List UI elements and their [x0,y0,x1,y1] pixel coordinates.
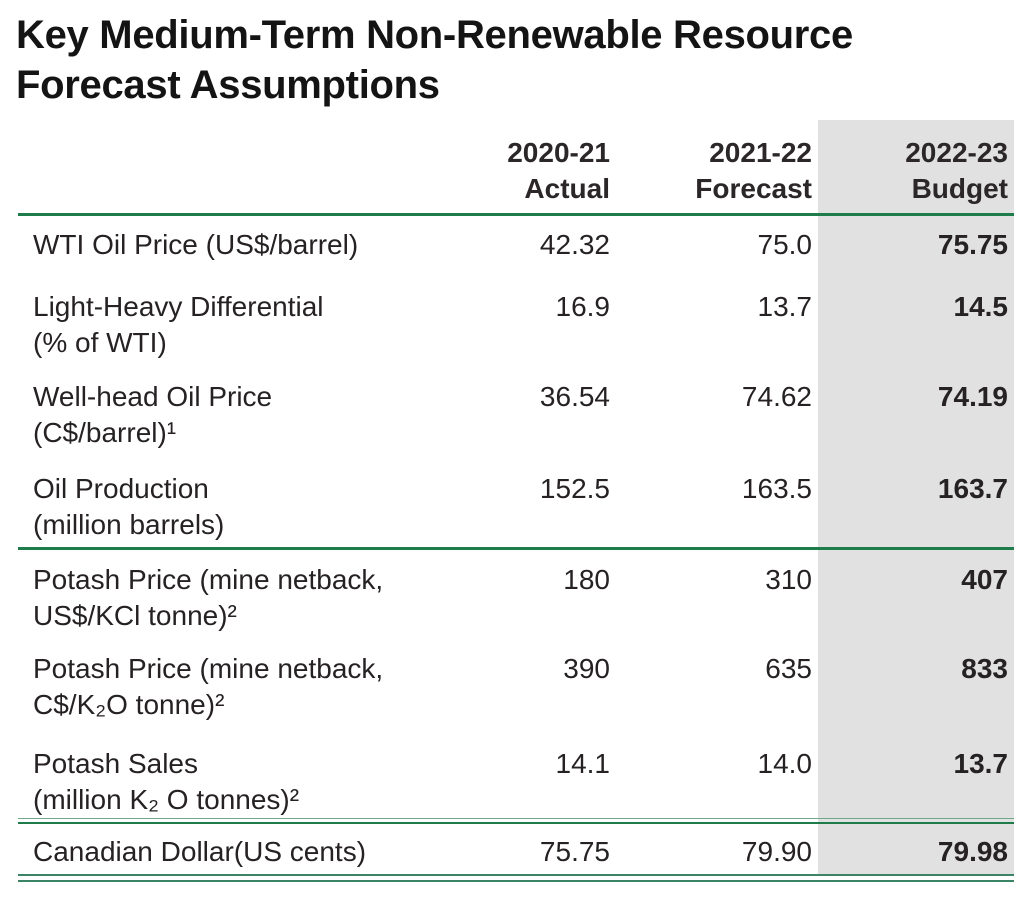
forecast-assumptions-table: 2020-21 Actual 2021-22 Forecast 2022-23 … [18,120,1014,882]
value-forecast: 79.90 [741,836,812,867]
header-year: 2022-23 [905,137,1008,168]
page-title-line-1: Key Medium-Term Non-Renewable Resource [16,13,853,57]
value-forecast: 163.5 [741,473,812,504]
header-label: Forecast [695,173,812,204]
value-budget: 14.5 [953,291,1009,322]
header-2022-23-budget: 2022-23 Budget [812,135,1014,207]
value-budget: 74.19 [937,381,1008,412]
row-wti-oil-price: WTI Oil Price (US$/barrel) 42.32 75.0 75… [18,216,1014,276]
header-label: Actual [524,173,610,204]
value-actual: 14.1 [555,748,611,779]
page-title: Key Medium-Term Non-Renewable Resource F… [16,10,996,110]
row-canadian-dollar: Canadian Dollar(US cents) 75.75 79.90 79… [18,824,1014,874]
header-2020-21-actual: 2020-21 Actual [412,135,610,207]
value-actual: 152.5 [539,473,610,504]
value-actual: 36.54 [539,381,610,412]
row-label: Well-head Oil Price (C$/barrel)¹ [33,381,273,448]
header-2021-22-forecast: 2021-22 Forecast [610,135,812,207]
row-potash-price-cad: Potash Price (mine netback, C$/K₂O tonne… [18,640,1014,734]
value-forecast: 13.7 [757,291,813,322]
row-label: WTI Oil Price (US$/barrel) [33,229,359,260]
value-forecast: 635 [765,653,812,684]
header-label: Budget [911,173,1008,204]
value-budget: 13.7 [953,748,1009,779]
value-actual: 42.32 [539,229,610,260]
value-budget: 75.75 [937,229,1008,260]
value-budget: 79.98 [937,836,1008,867]
value-forecast: 14.0 [757,748,813,779]
value-actual: 16.9 [555,291,611,322]
row-label: Potash Price (mine netback, C$/K₂O tonne… [33,653,384,720]
page-title-line-2: Forecast Assumptions [16,63,440,107]
value-actual: 180 [563,564,610,595]
value-forecast: 75.0 [757,229,813,260]
row-label: Potash Price (mine netback, US$/KCl tonn… [33,564,384,631]
header-year: 2021-22 [709,137,812,168]
value-budget: 833 [961,653,1008,684]
value-forecast: 310 [765,564,812,595]
value-budget: 407 [961,564,1008,595]
table-bottom-rule [18,874,1014,882]
value-forecast: 74.62 [741,381,812,412]
row-potash-price-usd: Potash Price (mine netback, US$/KCl tonn… [18,550,1014,640]
row-label: Canadian Dollar(US cents) [33,836,367,867]
row-light-heavy-differential: Light-Heavy Differential (% of WTI) 16.9… [18,276,1014,368]
table-header-row: 2020-21 Actual 2021-22 Forecast 2022-23 … [18,120,1014,216]
budget-column-highlight [818,120,1014,875]
row-potash-sales: Potash Sales (million K₂ O tonnes)² 14.1… [18,734,1014,818]
row-label: Light-Heavy Differential (% of WTI) [33,291,324,358]
row-well-head-oil-price: Well-head Oil Price (C$/barrel)¹ 36.54 7… [18,368,1014,460]
row-oil-production: Oil Production (million barrels) 152.5 1… [18,460,1014,550]
value-actual: 390 [563,653,610,684]
value-budget: 163.7 [937,473,1008,504]
row-label: Oil Production (million barrels) [33,473,225,540]
value-actual: 75.75 [539,836,610,867]
section-divider-double [18,818,1014,824]
row-label: Potash Sales (million K₂ O tonnes)² [33,748,300,815]
header-year: 2020-21 [507,137,610,168]
